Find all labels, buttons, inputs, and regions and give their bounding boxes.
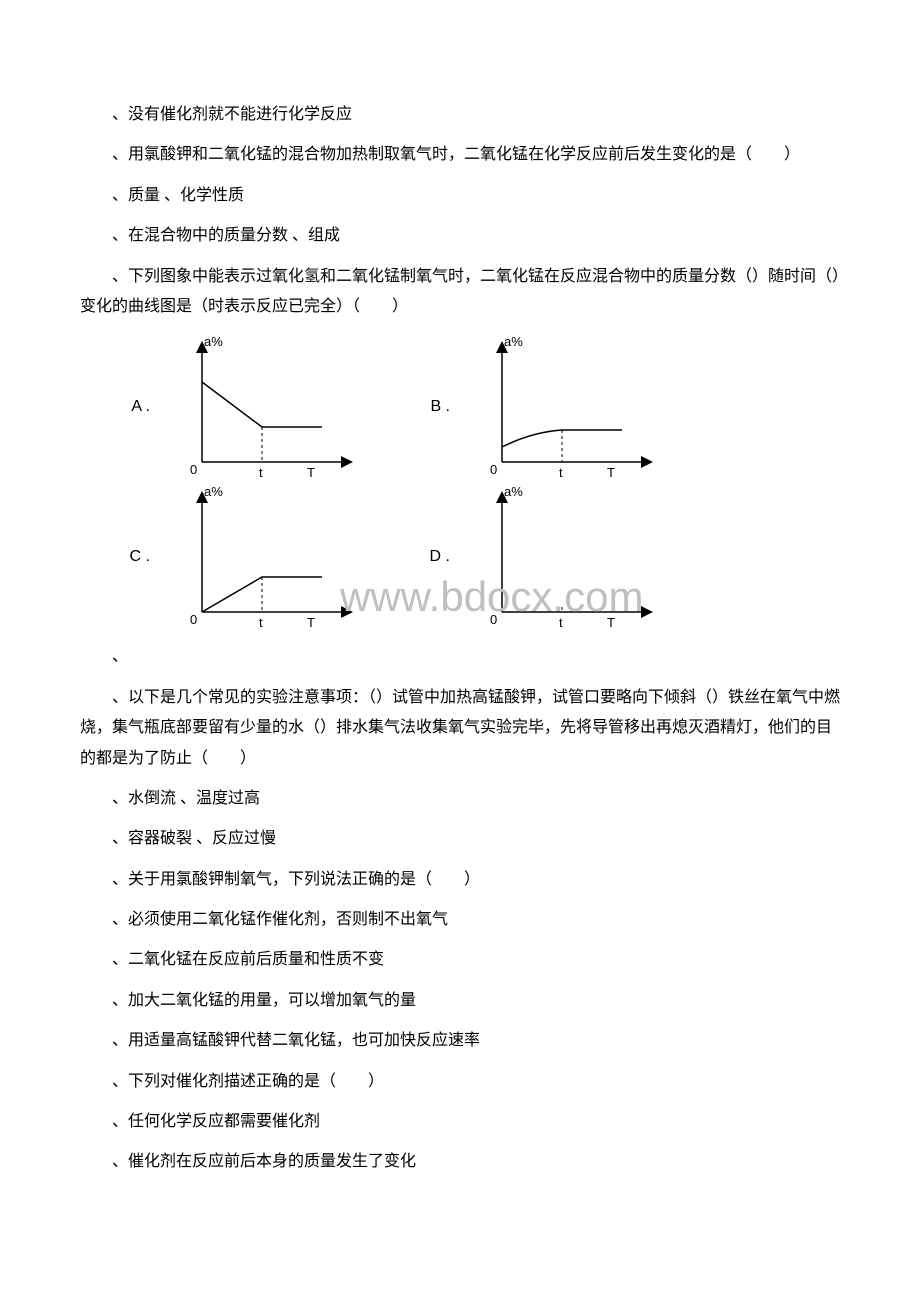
chart-a: a% 0 t T [162, 332, 362, 482]
svg-text:t: t [559, 615, 563, 630]
chart-b: a% 0 t T [462, 332, 662, 482]
text-line: 、以下是几个常见的实验注意事项：（）试管中加热高锰酸钾，试管口要略向下倾斜（）铁… [80, 683, 840, 774]
text-line: 、下列图象中能表示过氧化氢和二氧化锰制氧气时，二氧化锰在反应混合物中的质量分数（… [80, 262, 840, 323]
svg-text:a%: a% [204, 484, 223, 499]
chart-cell-c: C . a% 0 t T www.bdocx.com [120, 482, 420, 632]
svg-text:T: T [307, 615, 315, 630]
text-line: 、水倒流 、温度过高 [80, 784, 840, 814]
chart-cell-d: D . a% 0 t T [420, 482, 720, 632]
text-line: 、加大二氧化锰的用量，可以增加氧气的量 [80, 986, 840, 1016]
text-line: 、没有催化剂就不能进行化学反应 [80, 100, 840, 130]
chart-label-a: A . [120, 392, 150, 422]
chart-cell-b: B . a% 0 t T [420, 332, 720, 482]
svg-text:0: 0 [490, 612, 497, 627]
text-line: 、用适量高锰酸钾代替二氧化锰，也可加快反应速率 [80, 1026, 840, 1056]
svg-text:0: 0 [190, 462, 197, 477]
svg-text:a%: a% [204, 334, 223, 349]
svg-text:t: t [259, 465, 263, 480]
text-line: 、下列对催化剂描述正确的是（ ） [80, 1067, 840, 1097]
text-line: 、二氧化锰在反应前后质量和性质不变 [80, 945, 840, 975]
chart-c: a% 0 t T [162, 482, 362, 632]
text-line: 、用氯酸钾和二氧化锰的混合物加热制取氧气时，二氧化锰在化学反应前后发生变化的是（… [80, 140, 840, 170]
chart-label-d: D . [420, 542, 450, 572]
text-line: 、关于用氯酸钾制氧气，下列说法正确的是（ ） [80, 865, 840, 895]
svg-text:a%: a% [504, 334, 523, 349]
text-line: 、催化剂在反应前后本身的质量发生了变化 [80, 1147, 840, 1177]
svg-text:a%: a% [504, 484, 523, 499]
text-line: 、任何化学反应都需要催化剂 [80, 1107, 840, 1137]
svg-text:0: 0 [190, 612, 197, 627]
text-line: 、必须使用二氧化锰作催化剂，否则制不出氧气 [80, 905, 840, 935]
svg-text:T: T [607, 465, 615, 480]
svg-text:t: t [559, 465, 563, 480]
svg-text:T: T [607, 615, 615, 630]
text-line: 、 [80, 642, 840, 672]
svg-text:T: T [307, 465, 315, 480]
svg-text:0: 0 [490, 462, 497, 477]
chart-d: a% 0 t T [462, 482, 662, 632]
chart-cell-a: A . a% 0 t T [120, 332, 420, 482]
chart-label-c: C . [120, 542, 150, 572]
chart-label-b: B . [420, 392, 450, 422]
svg-text:t: t [259, 615, 263, 630]
text-line: 、容器破裂 、反应过慢 [80, 824, 840, 854]
text-line: 、质量 、化学性质 [80, 181, 840, 211]
text-line: 、在混合物中的质量分数 、组成 [80, 221, 840, 251]
chart-grid: A . a% 0 t T B . [120, 332, 720, 632]
